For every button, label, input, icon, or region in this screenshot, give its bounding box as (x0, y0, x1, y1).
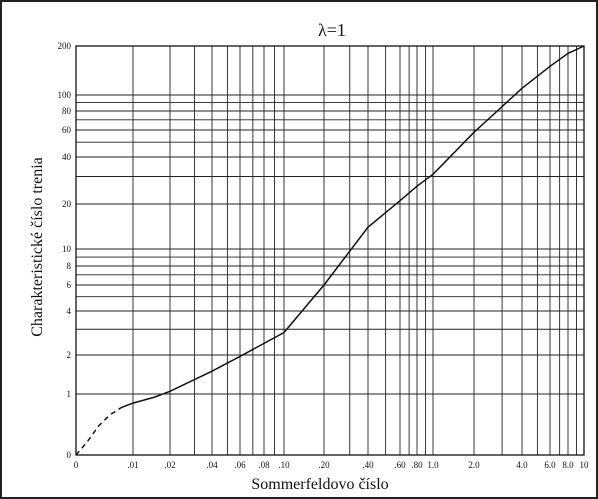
x-tick-label: 2.0 (468, 460, 480, 470)
plot-area-border (75, 45, 585, 456)
x-axis-label: Sommerfeldovo číslo (251, 476, 388, 493)
y-tick-label: 60 (62, 125, 72, 135)
x-tick-label: .02 (164, 460, 175, 470)
x-tick-label: .04 (206, 460, 218, 470)
y-tick-label: 20 (62, 199, 72, 209)
x-tick-label: .08 (258, 460, 270, 470)
data-curves (75, 45, 585, 456)
x-tick-label: .40 (362, 460, 374, 470)
y-tick-label: 80 (62, 106, 72, 116)
y-tick-label: 4 (67, 306, 72, 316)
y-tick-label: 10 (62, 244, 72, 254)
x-tick-label: 8.0 (562, 460, 574, 470)
y-tick-labels: 0 1 2 4 6 8 10 20 40 60 80 100 200 (58, 41, 72, 460)
y-tick-label: 1 (67, 389, 72, 399)
x-tick-label: .10 (278, 460, 290, 470)
y-axis-label: Charakteristické číslo trenia (29, 157, 46, 336)
x-tick-label: 4.0 (516, 460, 528, 470)
x-tick-label: .20 (318, 460, 330, 470)
x-tick-label: .80 (411, 460, 423, 470)
y-tick-label: 8 (67, 261, 72, 271)
x-tick-label: .01 (127, 460, 138, 470)
x-gridlines (132, 46, 585, 455)
y-gridlines (76, 45, 584, 395)
x-tick-labels: 0 .01 .02 .04 .06 .08 .10 .20 .40 .60 .80 1.0 2.0 4.0… (74, 460, 589, 470)
dashed-curve (75, 406, 123, 456)
y-tick-label: 2 (67, 350, 72, 360)
y-tick-label: 40 (62, 152, 72, 162)
y-tick-label: 6 (67, 280, 72, 290)
x-tick-label: 10 (580, 460, 590, 470)
chart-title: λ=1 (318, 20, 346, 40)
y-tick-label: 200 (58, 41, 72, 51)
y-tick-label: 100 (58, 90, 72, 100)
x-tick-label: 6.0 (544, 460, 556, 470)
x-tick-label: 1.0 (427, 460, 439, 470)
y-tick-label: 0 (67, 450, 72, 460)
x-tick-label: 0 (74, 460, 79, 470)
x-tick-label: .06 (234, 460, 246, 470)
solid-curve (121, 45, 585, 409)
x-tick-label: .60 (394, 460, 406, 470)
